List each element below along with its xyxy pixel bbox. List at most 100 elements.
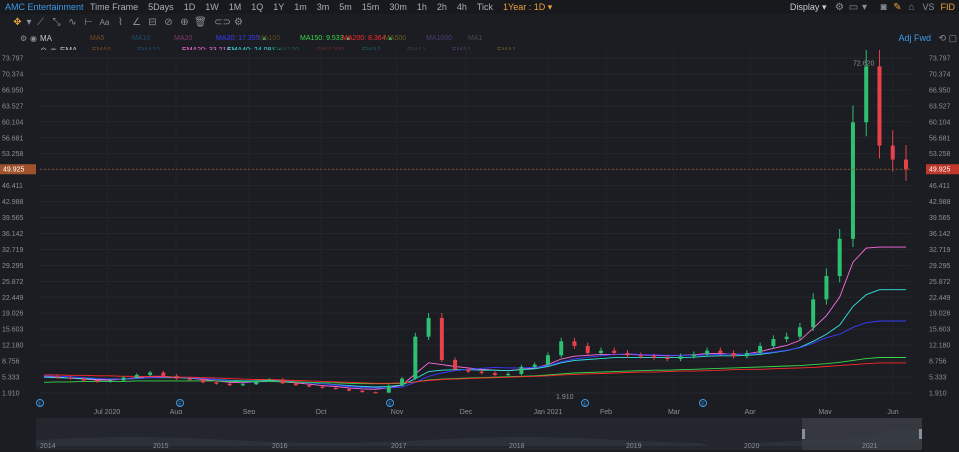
text-tool[interactable]: Aa <box>99 17 110 27</box>
display-menu[interactable]: Display ▾ <box>790 2 833 13</box>
earnings-event-marker[interactable] <box>699 399 707 407</box>
time-navigator[interactable]: 2014 2015 2016 2017 2018 2019 2020 2021 <box>36 418 922 450</box>
time-frame-1d[interactable]: 1D <box>183 2 196 12</box>
pencil-icon[interactable]: ✎ <box>893 1 902 13</box>
gridlines <box>40 50 911 402</box>
navigator-handle-right[interactable] <box>919 429 922 439</box>
earnings-event-marker[interactable] <box>176 399 184 407</box>
candle-body <box>625 352 630 356</box>
time-frame-5min[interactable]: 5m <box>339 2 352 12</box>
candle-body <box>214 382 219 384</box>
link-icon[interactable]: ⊂⊃ <box>214 16 231 28</box>
ma-item[interactable]: MA1 <box>468 34 483 42</box>
time-frame-1h[interactable]: 1h <box>416 2 427 12</box>
y-tick-label: 25.872 <box>2 279 24 286</box>
chevron-down-icon: ▾ <box>547 1 553 12</box>
x-tick-label: Aug <box>170 409 183 414</box>
time-frame-1y[interactable]: 1Y <box>273 2 285 12</box>
time-frame-2h[interactable]: 2h <box>436 2 447 12</box>
settings-icon[interactable]: ⚙ <box>234 16 243 28</box>
earnings-event-marker[interactable] <box>581 399 589 407</box>
time-frame-30min[interactable]: 30m <box>389 2 407 12</box>
fib-icon[interactable]: ⊟ <box>148 16 157 28</box>
time-frame-1q[interactable]: 1Q <box>251 2 264 12</box>
x-tick-label: May <box>818 409 832 414</box>
trend-line-icon[interactable]: ⟋ <box>37 16 44 28</box>
time-frame-5days[interactable]: 5Days <box>148 2 174 12</box>
earnings-event-marker[interactable] <box>386 399 394 407</box>
price-tag-right <box>926 164 959 175</box>
trash-icon[interactable]: 🗑 <box>194 16 207 28</box>
candle-body <box>108 380 113 382</box>
x-tick-label: Dec <box>460 409 473 414</box>
earnings-event-marker[interactable] <box>36 399 44 407</box>
chevron-down-icon[interactable]: ▾ <box>26 16 32 28</box>
y-tick-label: 46.411 <box>2 183 23 190</box>
camera-icon[interactable]: ◙ <box>880 1 887 13</box>
fid-button[interactable]: FID <box>940 2 956 12</box>
time-frame-3min[interactable]: 3m <box>316 2 330 12</box>
gann-icon[interactable]: ⊕ <box>180 16 189 28</box>
lock-icon[interactable]: ⌂ <box>908 1 915 13</box>
time-frame-tick[interactable]: Tick <box>476 2 494 12</box>
candle-body <box>612 350 617 353</box>
time-frame-15min[interactable]: 15m <box>361 2 380 12</box>
reset-icon[interactable]: ⟲ ▢ <box>938 33 957 43</box>
ma-item[interactable]: MA5 <box>90 34 105 42</box>
crosshair-icon[interactable]: ✥ <box>13 16 22 28</box>
y-axis-right: 73.797 70.374 66.950 63.527 60.104 56.681 53.2… <box>929 56 951 398</box>
ma-item[interactable]: MA100 <box>258 34 281 42</box>
y-tick-label: 36.142 <box>929 231 951 238</box>
candle-body <box>347 388 352 391</box>
candle-body <box>771 338 776 346</box>
candle-body <box>55 376 60 378</box>
candle-body <box>293 383 298 386</box>
time-frame-4h[interactable]: 4h <box>456 2 467 12</box>
navigator-selection[interactable] <box>802 418 922 450</box>
up-arrow-icon: ▲ <box>343 35 352 42</box>
event-marker-label: E <box>701 402 705 408</box>
navigator-year-label: 2014 <box>40 443 56 450</box>
candle-body <box>837 238 842 277</box>
settings-icon[interactable]: ⚙ <box>20 33 28 43</box>
x-tick-label: Feb <box>600 409 612 414</box>
wave-icon[interactable]: ∿ <box>68 16 77 28</box>
angle-icon[interactable]: ∠ <box>132 16 141 28</box>
candle-body <box>174 375 179 379</box>
candle-body <box>307 385 312 387</box>
ma-item[interactable]: MA1000 <box>426 34 453 42</box>
chevron-down-icon[interactable]: ▾ <box>861 1 867 13</box>
price-chart[interactable]: 73.797 70.374 66.950 63.527 60.104 56.681 53.2… <box>0 50 959 414</box>
x-tick-label: Jul 2020 <box>94 409 121 414</box>
range-selector[interactable]: 1Year : 1D ▾ <box>498 2 557 13</box>
ma-item[interactable]: MA30: 17.355 ▲ <box>216 34 268 42</box>
ma-item[interactable]: MA150: 9.533 ▲ <box>300 34 352 42</box>
ma-item[interactable]: MA500 <box>384 34 407 42</box>
symbol-title[interactable]: AMC Entertainment ... <box>5 2 84 12</box>
event-marker-label: E <box>583 402 587 408</box>
ma-item[interactable]: MA20 <box>174 34 193 42</box>
x-tick-label: Jan 2021 <box>534 409 563 414</box>
vs-button[interactable]: VS <box>922 2 935 12</box>
time-frame-1w[interactable]: 1W <box>205 2 219 12</box>
x-tick-label: Nov <box>391 409 404 414</box>
ma-item[interactable]: MA200: 8.364 ▲ <box>342 34 394 42</box>
brush-icon[interactable]: ⌇ <box>118 16 123 28</box>
candle-body <box>439 318 444 360</box>
adj-fwd-toggle[interactable]: Adj Fwd <box>898 33 931 43</box>
cycle-icon[interactable]: ⊘ <box>164 16 173 28</box>
candle-body <box>492 373 497 375</box>
eye-icon[interactable]: ◉ <box>30 33 37 43</box>
navigator-handle-left[interactable] <box>802 429 805 439</box>
ma-item[interactable]: MA10 <box>132 34 151 42</box>
settings-icon[interactable]: ⚙ <box>835 1 844 13</box>
navigator-year-label: 2016 <box>272 443 288 450</box>
time-frame-1m-month[interactable]: 1M <box>228 2 242 12</box>
measure-icon[interactable]: ⊢ <box>84 16 93 28</box>
time-frame-1min[interactable]: 1m <box>294 2 307 12</box>
ma-label[interactable]: MA <box>40 33 52 43</box>
ray-line-icon[interactable]: ⤡ <box>52 16 61 28</box>
y-tick-label: 29.295 <box>2 263 24 270</box>
layout-icon[interactable]: ▭ <box>848 1 859 13</box>
candle-body <box>824 276 829 300</box>
